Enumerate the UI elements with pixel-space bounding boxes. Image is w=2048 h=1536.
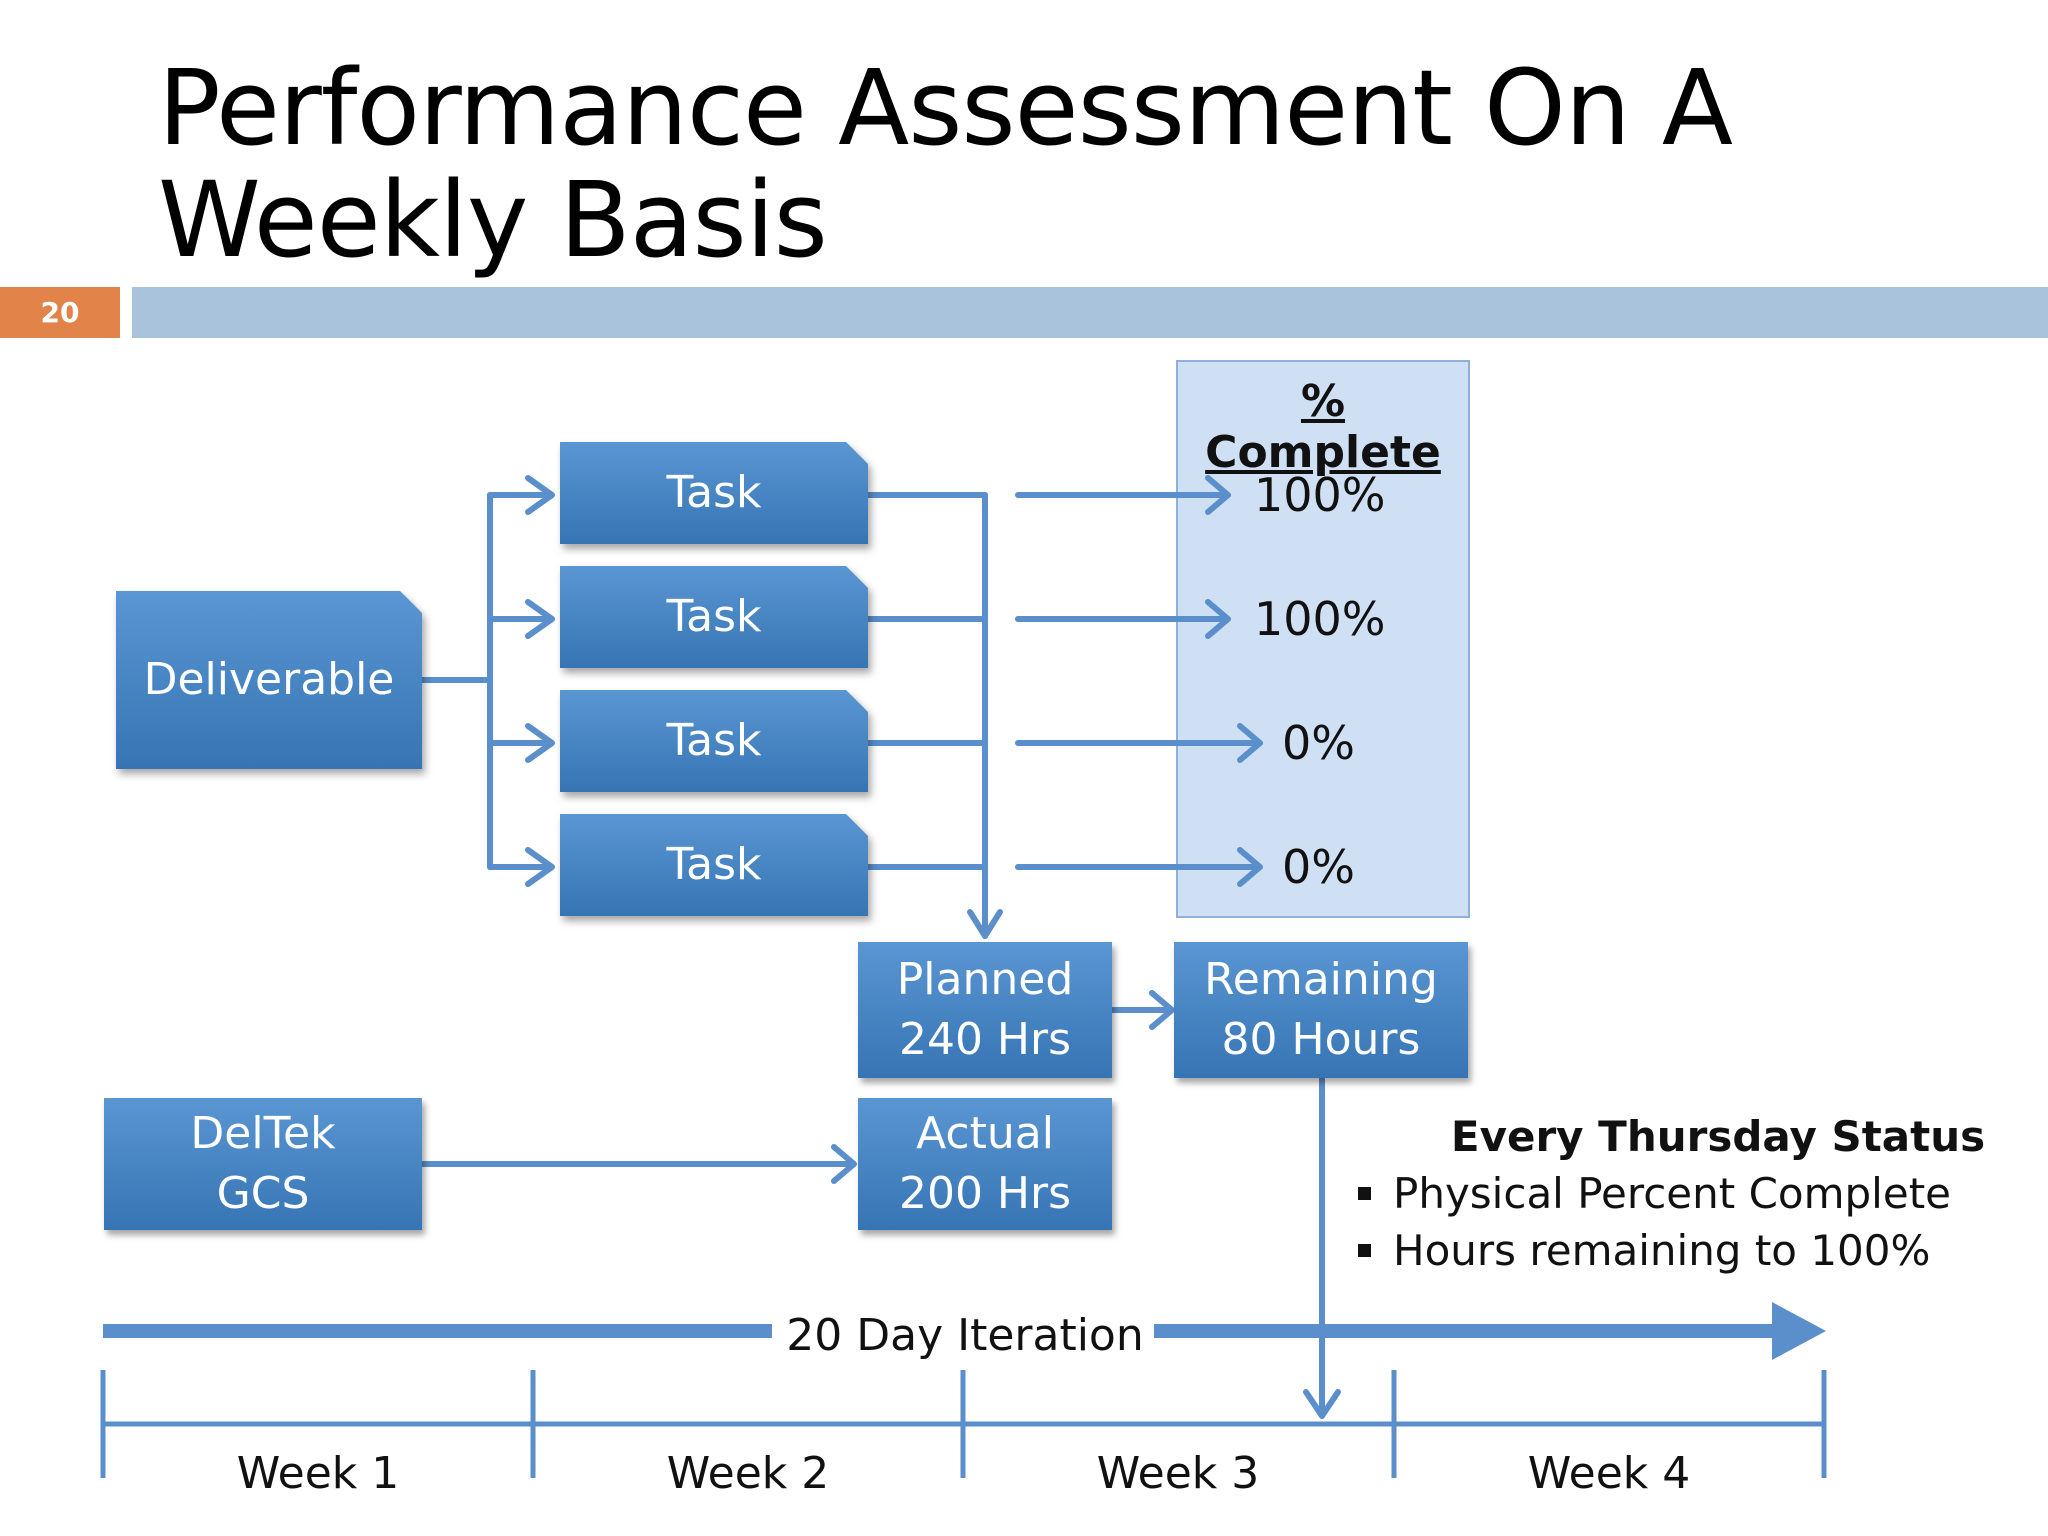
percent-complete-panel [1176,360,1470,918]
planned-label: Planned [896,954,1074,1005]
iteration-label: 20 Day Iteration [780,1310,1150,1361]
remaining-hours: 80 Hours [1221,1014,1421,1065]
week-label-3: Week 3 [1096,1448,1260,1499]
actual-label: Actual [916,1108,1054,1159]
percent-value-1: 100% [1254,468,1386,522]
status-title: Every Thursday Status [1450,1112,1986,1161]
status-bullet: Physical Percent Complete [1358,1169,1998,1218]
task-box-2: Task [560,566,868,668]
actual-hours-box: Actual 200 Hrs [858,1098,1112,1230]
bullet-square-icon [1358,1244,1371,1257]
task-label: Task [666,839,762,890]
deliverable-box: Deliverable [116,591,422,769]
percent-value-4: 0% [1282,840,1355,894]
actual-hours: 200 Hrs [898,1168,1072,1219]
task-label: Task [666,467,762,518]
planned-hours-box: Planned 240 Hrs [858,942,1112,1078]
deltek-label: DelTek [190,1108,336,1159]
task-box-3: Task [560,690,868,792]
week-label-2: Week 2 [666,1448,830,1499]
status-bullet: Hours remaining to 100% [1358,1226,1998,1275]
thursday-status-block: Every Thursday Status Physical Percent C… [1358,1112,1998,1283]
status-bullet-text: Hours remaining to 100% [1393,1226,1931,1275]
week-label-1: Week 1 [236,1448,400,1499]
remaining-label: Remaining [1204,954,1438,1005]
gcs-label: GCS [216,1168,310,1219]
week-label-4: Week 4 [1527,1448,1691,1499]
percent-complete-title: % Complete [1205,376,1441,478]
task-box-4: Task [560,814,868,916]
deliverable-label: Deliverable [143,654,395,705]
deltek-gcs-box: DelTek GCS [104,1098,422,1230]
task-label: Task [666,591,762,642]
remaining-hours-box: Remaining 80 Hours [1174,942,1468,1078]
percent-value-2: 100% [1254,592,1386,646]
title-rule [132,287,2048,338]
bullet-square-icon [1358,1187,1371,1200]
status-bullet-text: Physical Percent Complete [1393,1169,1951,1218]
planned-hours: 240 Hrs [898,1014,1072,1065]
percent-value-3: 0% [1282,716,1355,770]
slide-title: Performance Assessment On A Weekly Basis [158,47,1733,281]
task-box-1: Task [560,442,868,544]
task-label: Task [666,715,762,766]
slide-number: 20 [0,287,120,338]
